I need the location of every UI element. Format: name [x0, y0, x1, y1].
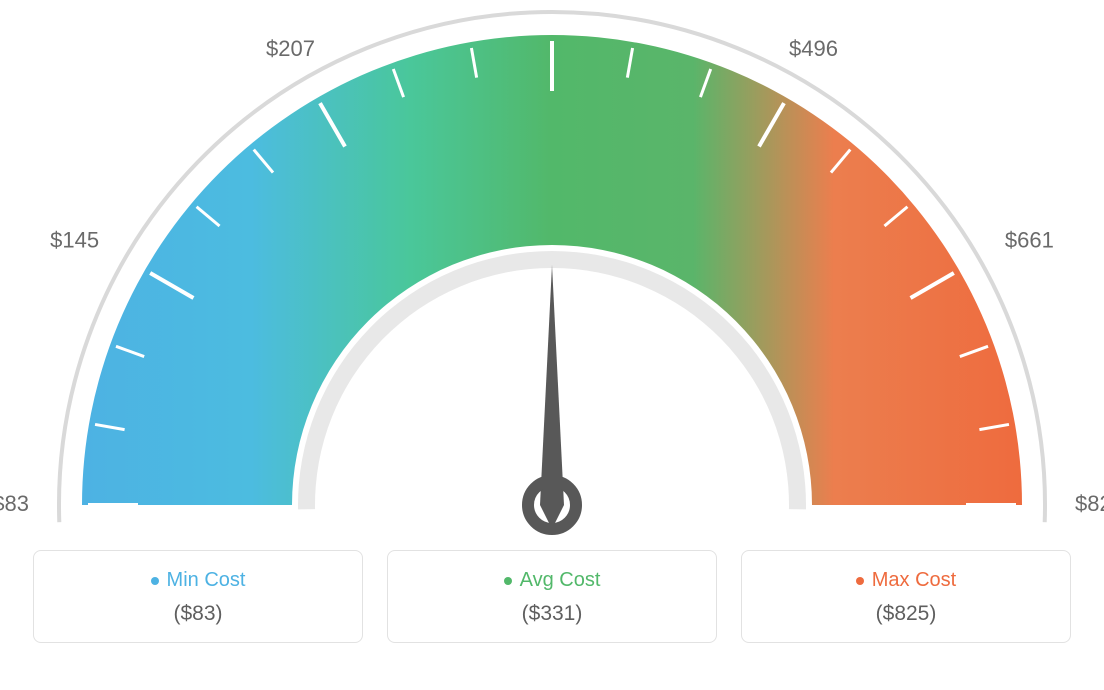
- legend-value-avg: ($331): [398, 602, 706, 626]
- gauge-tick-label: $661: [1005, 228, 1054, 253]
- legend-card-avg: Avg Cost ($331): [387, 550, 717, 643]
- gauge-svg: $83$145$207$331$496$661$825: [0, 0, 1104, 540]
- gauge-tick-label: $83: [0, 491, 29, 516]
- legend-row: Min Cost ($83) Avg Cost ($331) Max Cost …: [0, 550, 1104, 643]
- legend-card-min: Min Cost ($83): [33, 550, 363, 643]
- legend-label-min: Min Cost: [44, 569, 352, 592]
- legend-label-max: Max Cost: [752, 569, 1060, 592]
- legend-dot-max: [856, 577, 864, 585]
- legend-card-max: Max Cost ($825): [741, 550, 1071, 643]
- gauge-tick-label: $145: [50, 228, 99, 253]
- legend-value-min: ($83): [44, 602, 352, 626]
- legend-value-max: ($825): [752, 602, 1060, 626]
- legend-label-text: Min Cost: [167, 569, 246, 592]
- legend-label-text: Max Cost: [872, 569, 956, 592]
- gauge-tick-label: $825: [1075, 491, 1104, 516]
- legend-label-text: Avg Cost: [520, 569, 601, 592]
- gauge-tick-label: $496: [789, 36, 838, 61]
- legend-label-avg: Avg Cost: [398, 569, 706, 592]
- gauge-tick-label: $207: [266, 36, 315, 61]
- legend-dot-avg: [504, 577, 512, 585]
- gauge-chart: $83$145$207$331$496$661$825: [0, 0, 1104, 540]
- legend-dot-min: [151, 577, 159, 585]
